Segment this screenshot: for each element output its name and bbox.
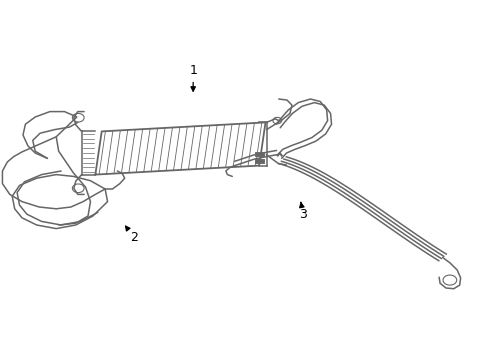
- Text: 2: 2: [125, 226, 138, 244]
- Text: 3: 3: [299, 202, 306, 221]
- Text: 1: 1: [189, 64, 197, 91]
